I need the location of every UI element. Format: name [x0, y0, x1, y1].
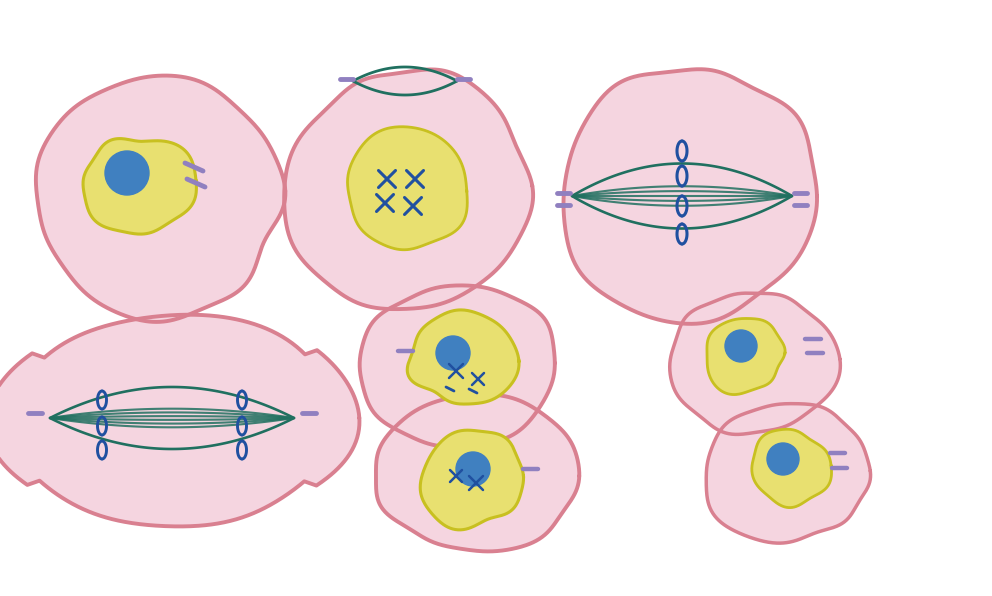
Polygon shape	[0, 315, 359, 526]
Circle shape	[767, 443, 799, 475]
Circle shape	[105, 151, 149, 195]
Polygon shape	[83, 139, 196, 234]
Polygon shape	[284, 69, 533, 309]
Circle shape	[436, 336, 470, 370]
Polygon shape	[421, 430, 524, 530]
Polygon shape	[563, 69, 817, 324]
Polygon shape	[706, 403, 871, 543]
Polygon shape	[376, 394, 579, 551]
Polygon shape	[707, 318, 785, 395]
Polygon shape	[347, 127, 467, 250]
Circle shape	[456, 452, 490, 486]
Circle shape	[725, 330, 757, 362]
Polygon shape	[670, 293, 840, 434]
Polygon shape	[36, 76, 286, 322]
Polygon shape	[360, 285, 555, 446]
Polygon shape	[408, 310, 519, 404]
Polygon shape	[752, 429, 831, 508]
